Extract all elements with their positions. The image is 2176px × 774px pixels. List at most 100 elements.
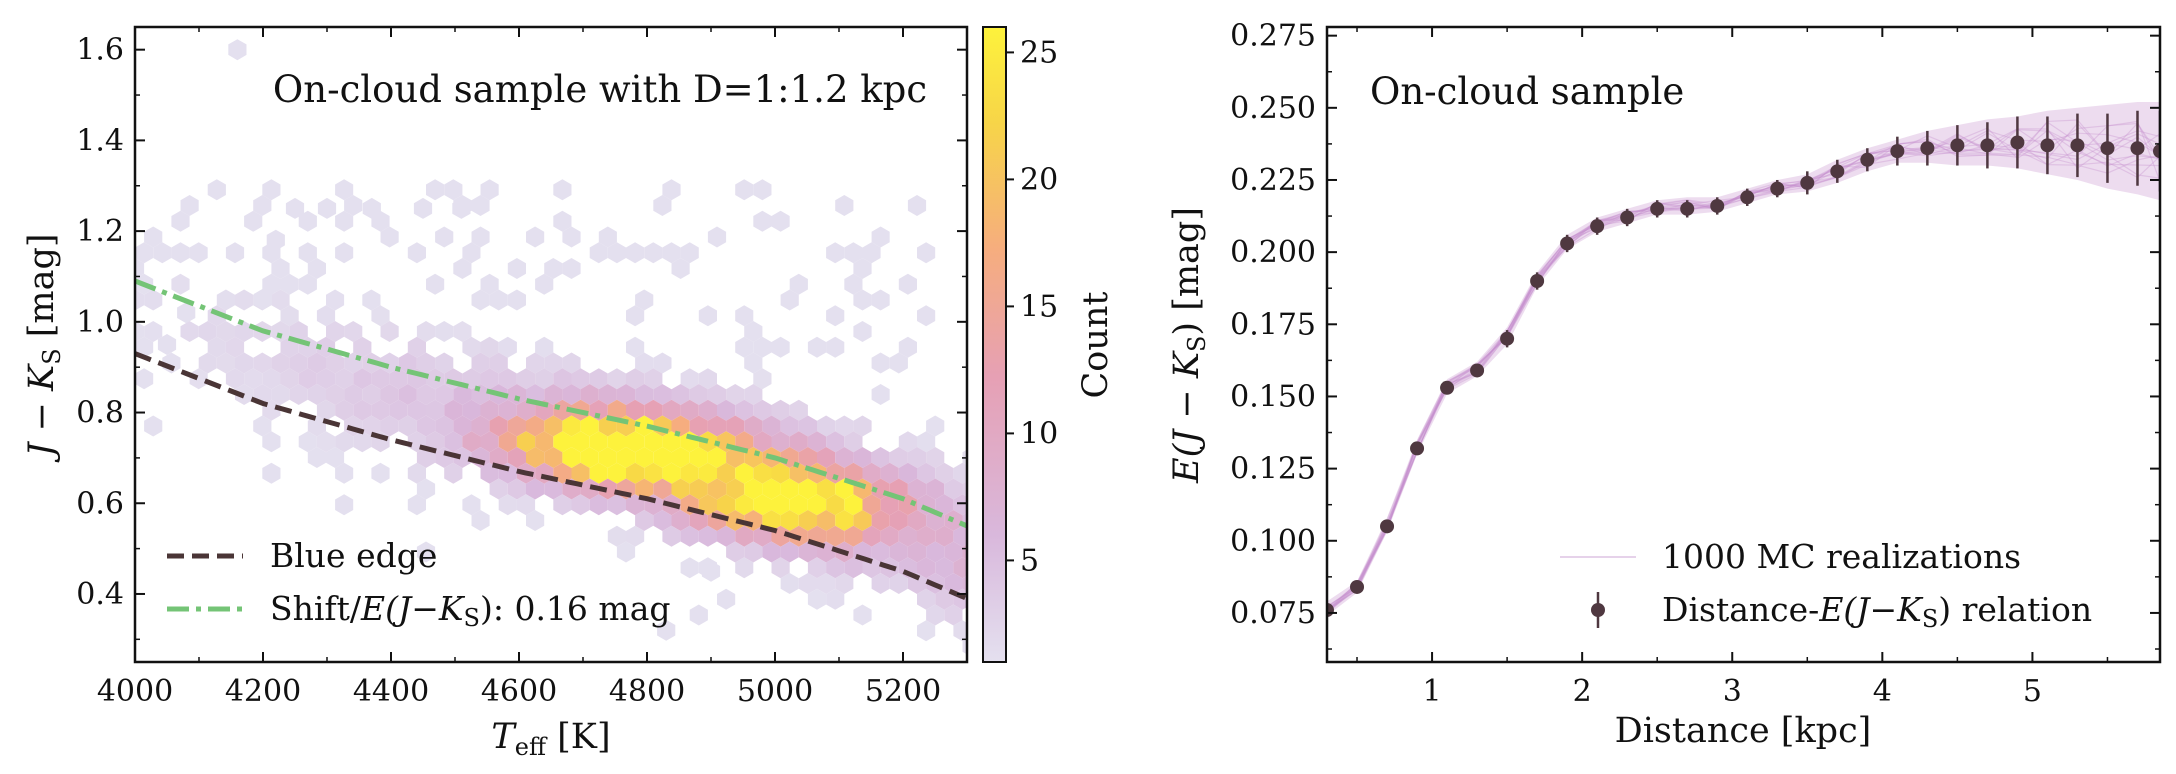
hexbin-cell <box>598 447 617 468</box>
hexbin-cell <box>580 447 599 468</box>
hexbin-cell <box>452 197 471 219</box>
hexbin-cell <box>889 541 908 563</box>
hexbin-cell <box>835 447 854 468</box>
right-axis-ticks: 1 2 3 4 5 0.075 0.100 0.125 0.150 0.175 0.200 0.225… <box>1230 19 2160 709</box>
hexbin-cell <box>362 384 381 405</box>
hexbin-cell <box>944 604 963 626</box>
hexbin-cell <box>498 368 517 390</box>
hexbin-cell <box>225 368 245 390</box>
hexbin-cell <box>444 431 463 453</box>
hexbin-cell <box>280 273 299 295</box>
hexbin-cell <box>680 368 699 390</box>
hexbin-cell <box>744 352 763 374</box>
hexbin-cell <box>253 288 273 310</box>
hexbin-cell <box>698 462 717 484</box>
hexbin-cell <box>371 399 390 421</box>
data-point <box>1710 198 1725 213</box>
hexbin-cell <box>917 462 936 484</box>
hexbin-cell <box>307 352 326 374</box>
hexbin-cell <box>871 384 890 405</box>
hexbin-cell <box>807 431 827 453</box>
relation-points <box>1327 110 2160 618</box>
hexbin-cell <box>371 368 390 390</box>
hexbin-cell <box>835 573 854 594</box>
hexbin-cell <box>789 494 808 516</box>
hexbin-cell <box>817 573 836 594</box>
x-tick-label: 5000 <box>737 674 813 709</box>
hexbin-cell <box>862 242 881 264</box>
y-tick-label: 0.100 <box>1230 524 1316 559</box>
hexbin-cell <box>807 557 827 579</box>
hexbin-cell <box>607 368 626 390</box>
hexbin-cell <box>471 352 490 374</box>
hexbin-cell <box>771 462 790 484</box>
hexbin-cell <box>835 195 854 216</box>
hexbin-cell <box>535 273 554 295</box>
hexbin-cell <box>907 478 927 500</box>
hexbin-cell <box>526 226 545 248</box>
hexbin-cell <box>262 431 281 453</box>
hexbin-cell <box>862 462 881 484</box>
hexbin-cell <box>798 510 817 531</box>
hexbin-cell <box>871 447 890 468</box>
data-point <box>1890 144 1905 159</box>
hexbin-cell <box>135 321 145 342</box>
hexbin-cell <box>435 415 454 437</box>
hexbin-cell <box>544 384 563 405</box>
data-point <box>1980 138 1995 153</box>
hexbin-cell <box>326 289 345 311</box>
y-tick-label: 0.6 <box>76 486 124 521</box>
hexbin-cell <box>844 494 863 516</box>
hexbin-cell <box>762 478 781 500</box>
hexbin-cell <box>480 368 499 390</box>
hexbin-cell <box>798 415 817 437</box>
left-panel-title: On-cloud sample with D=1:1.2 kpc <box>273 68 927 111</box>
hexbin-cell <box>462 242 481 264</box>
hexbin-cell <box>480 462 499 484</box>
hexbin-cell <box>789 273 808 295</box>
y-tick-label: 0.200 <box>1230 235 1316 270</box>
hexbin-cell <box>944 478 963 500</box>
hexbin-cell <box>726 541 745 563</box>
hexbin-cell <box>689 415 708 437</box>
data-point <box>2130 141 2145 156</box>
hexbin-cell <box>817 478 836 500</box>
hexbin-cell <box>780 573 799 594</box>
hexbin-cell <box>671 447 690 468</box>
hexbin-cell <box>535 336 554 358</box>
hexbin-cell <box>607 431 626 453</box>
hexbin-cell <box>944 541 963 563</box>
hexbin-cell <box>753 179 772 201</box>
hexbin-cell <box>326 321 345 342</box>
hexbin-cell <box>653 352 672 374</box>
colorbar-tick-label: 5 <box>1020 543 1039 578</box>
hexbin-cell <box>753 399 772 421</box>
hexbin-cell <box>180 321 199 342</box>
hexbin-cell <box>726 415 745 437</box>
hexbin-cell <box>917 620 936 642</box>
hexbin-cell <box>398 384 417 405</box>
hexbin-cell <box>680 462 699 484</box>
hexbin-cell <box>753 368 772 390</box>
hexbin-cell <box>435 226 454 248</box>
y-tick-label: 0.250 <box>1230 91 1316 126</box>
hexbin-cell <box>544 447 563 468</box>
right-panel-title: On-cloud sample <box>1370 70 1684 113</box>
hexbin-cell <box>416 384 436 405</box>
hexbin-cell <box>335 431 354 453</box>
hexbin-cell <box>262 368 281 390</box>
hexbin-cell <box>344 321 363 342</box>
hexbin-cell <box>753 336 772 358</box>
hexbin-cell <box>635 447 654 468</box>
hexbin-cell <box>707 447 727 468</box>
data-point <box>1650 201 1665 216</box>
hexbin-cell <box>753 462 772 484</box>
hexbin-cell <box>316 399 336 421</box>
hexbin-cell <box>462 399 481 421</box>
hexbin-cell <box>471 195 490 216</box>
hexbin-cell <box>271 384 290 405</box>
hexbin-cells <box>135 39 967 655</box>
data-point <box>1620 210 1635 225</box>
hexbin-cell <box>435 384 454 405</box>
hexbin-cell <box>853 510 872 531</box>
